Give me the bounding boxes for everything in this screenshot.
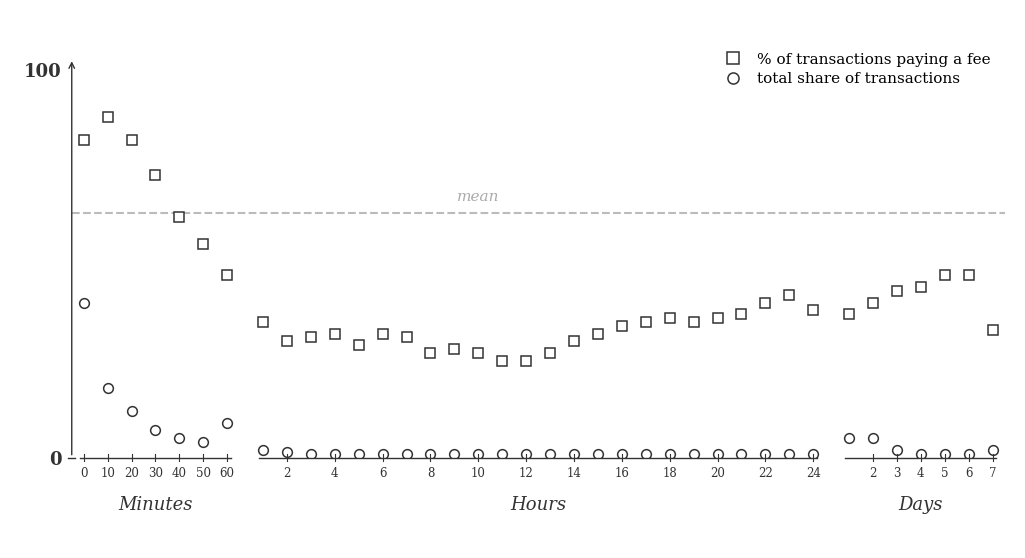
Text: 10: 10 bbox=[470, 467, 486, 480]
Text: 6: 6 bbox=[379, 467, 386, 480]
Text: Days: Days bbox=[899, 496, 943, 514]
Text: 30: 30 bbox=[148, 467, 163, 480]
Text: 7: 7 bbox=[989, 467, 996, 480]
Text: 40: 40 bbox=[172, 467, 187, 480]
Text: 18: 18 bbox=[662, 467, 678, 480]
Text: 20: 20 bbox=[710, 467, 725, 480]
Text: 6: 6 bbox=[965, 467, 973, 480]
Legend: % of transactions paying a fee, total share of transactions: % of transactions paying a fee, total sh… bbox=[711, 47, 997, 92]
Text: Hours: Hours bbox=[510, 496, 566, 514]
Text: 22: 22 bbox=[757, 467, 773, 480]
Text: 2: 2 bbox=[869, 467, 876, 480]
Text: 20: 20 bbox=[124, 467, 139, 480]
Text: 4: 4 bbox=[331, 467, 338, 480]
Text: 5: 5 bbox=[941, 467, 948, 480]
Text: Minutes: Minutes bbox=[118, 496, 193, 514]
Text: 12: 12 bbox=[519, 467, 534, 480]
Text: 10: 10 bbox=[100, 467, 115, 480]
Text: 50: 50 bbox=[196, 467, 211, 480]
Text: 3: 3 bbox=[893, 467, 901, 480]
Text: 2: 2 bbox=[283, 467, 291, 480]
Text: 24: 24 bbox=[806, 467, 821, 480]
Text: 60: 60 bbox=[219, 467, 235, 480]
Text: 0: 0 bbox=[80, 467, 87, 480]
Text: 4: 4 bbox=[917, 467, 925, 480]
Text: 14: 14 bbox=[567, 467, 581, 480]
Text: 16: 16 bbox=[614, 467, 629, 480]
Text: 8: 8 bbox=[426, 467, 435, 480]
Text: mean: mean bbox=[457, 190, 499, 204]
